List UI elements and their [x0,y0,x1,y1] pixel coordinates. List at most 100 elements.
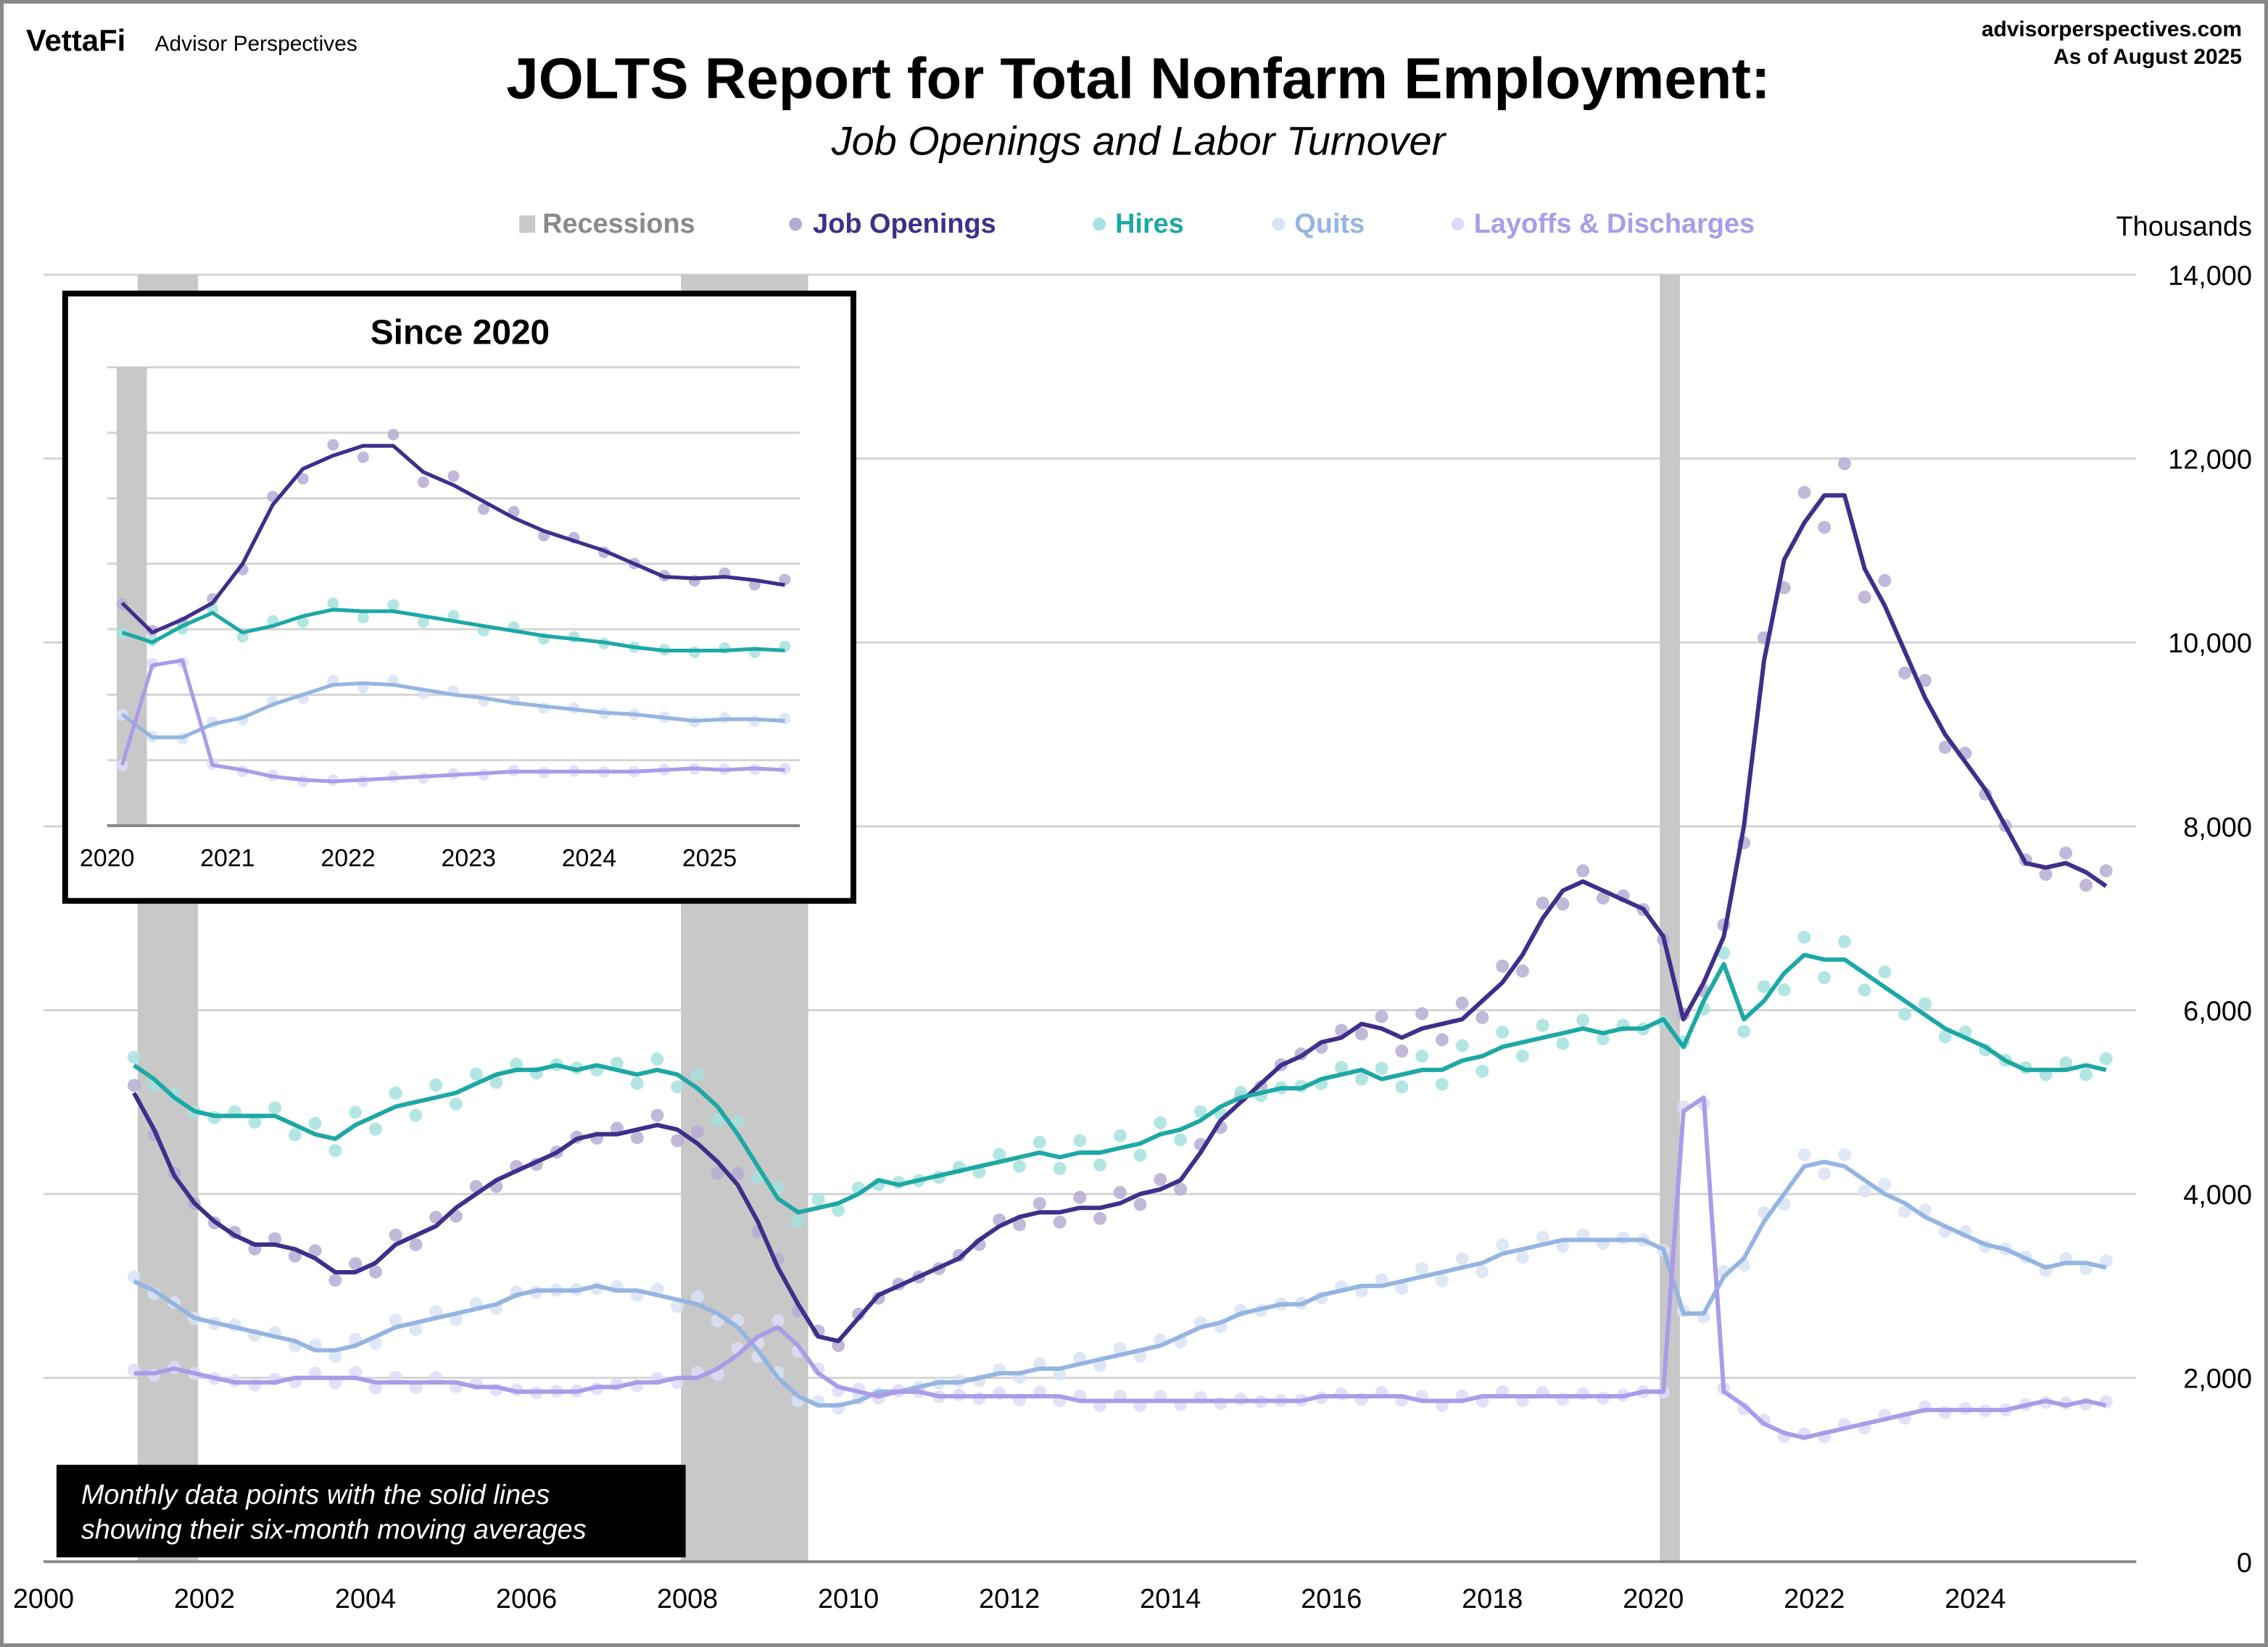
hires-data-point [349,1105,363,1119]
hires-data-point [1496,1025,1510,1039]
note-line-1: Monthly data points with the solid lines [81,1480,550,1511]
x-tick-label: 2008 [657,1584,718,1614]
quits-data-point [328,1349,342,1363]
job_openings-data-point [1174,1182,1188,1196]
x-tick-label: 2012 [979,1584,1040,1614]
job_openings-data-point [308,1244,322,1258]
hires-data-point [731,1115,745,1128]
hires-data-point [268,1101,282,1115]
hires-data-point [1154,1116,1167,1130]
y-tick-label: 0 [2237,1548,2252,1578]
job_openings-data-point [1395,1044,1409,1058]
quits-data-point [671,1300,684,1314]
x-tick-label: 2022 [1784,1584,1845,1614]
x-tick-label: 2014 [1140,1584,1201,1614]
job_openings-data-point [1596,891,1610,905]
hires-data-point [1455,1039,1469,1053]
hires-data-point [993,1148,1006,1161]
layoffs-data-point [1938,1406,1952,1419]
job_openings-data-point [1496,959,1510,973]
hires-data-point [1193,1105,1207,1119]
hires-data-point [389,1086,402,1100]
hires-data-point [811,1192,825,1206]
hires-data-point [630,1076,644,1090]
job_openings-data-point [671,1134,684,1148]
job_openings-data-point [1455,996,1469,1010]
x-tick-label: 2025 [682,845,737,872]
job_openings-data-point [1818,520,1832,534]
legend-layoffs: Layoffs & Discharges [1474,209,1755,239]
hires-data-point [2079,1068,2093,1082]
quits-data-point [1556,1240,1570,1253]
legend-layoffs-dot [1451,217,1465,231]
job_openings-data-point [1113,1186,1127,1200]
layoffs-data-point [349,1366,363,1380]
hires-data-point [417,616,429,628]
job_openings-data-point [1073,1190,1087,1204]
job_openings-data-point [389,1228,402,1242]
layoffs-moving-average-line [120,658,785,784]
hires-data-point [236,631,249,643]
job_openings-data-point [711,1166,724,1180]
hires-data-point [248,1115,262,1129]
job_openings-data-point [1536,896,1549,910]
hires-data-point [1073,1134,1087,1148]
hires-data-point [357,612,369,624]
hires-data-point [328,1144,342,1158]
quits-data-point [389,1314,402,1327]
hires-data-point [1757,980,1771,993]
hires-data-point [429,1078,443,1092]
quits-data-point [1496,1238,1510,1252]
job_openings-data-point [478,503,489,515]
job_openings-data-point [409,1238,423,1251]
legend-hires: Hires [1115,209,1184,239]
hires-data-point [1797,930,1811,944]
quits-data-point [1476,1265,1489,1279]
hires-data-point [711,1113,724,1127]
hires-data-point [1858,983,1871,997]
hires-data-point [1435,1077,1449,1091]
job_openings-data-point [1154,1173,1167,1187]
quits-data-point [2099,1254,2113,1268]
job_openings-data-point [1013,1218,1026,1232]
hires-data-point [308,1116,322,1130]
hires-data-point [1878,965,1892,979]
as-of-date: As of August 2025 [2053,45,2242,69]
hires-data-point [1174,1133,1188,1147]
hires-data-point [489,1076,503,1089]
job_openings-data-point [368,1265,382,1279]
quits-data-point [1415,1262,1429,1276]
x-tick-label: 2002 [174,1584,235,1614]
job_openings-data-point [1415,1007,1429,1021]
job_openings-data-point [1556,897,1570,911]
hires-data-point [449,1097,463,1111]
hires-data-point [1938,1030,1952,1044]
job_openings-data-point [1515,964,1529,978]
job_openings-data-point [1878,573,1892,587]
hires-data-point [1596,1032,1610,1046]
quits-moving-average-line [120,681,785,739]
hires-data-point [1898,1007,1912,1021]
job_openings-data-point [1858,590,1871,604]
hires-data-point [447,610,460,622]
quits-data-point [1878,1177,1892,1191]
job_openings-moving-average-line [132,493,2108,1343]
hires-data-point [1133,1148,1147,1162]
job_openings-data-point [297,473,309,485]
hires-data-point [1335,1061,1349,1074]
job_openings-data-point [2099,864,2113,878]
quits-moving-average-line [133,1159,2107,1408]
x-tick-label: 2020 [80,845,134,872]
y-tick-label: 12,000 [2168,445,2252,476]
hires-data-point [327,597,339,610]
job_openings-moving-average-line [120,444,785,635]
job_openings-data-point [1476,1011,1489,1024]
job_openings-data-point [1354,1027,1368,1041]
job_openings-data-point [1435,1033,1449,1047]
hires-data-point [671,1080,684,1094]
note-line-2: showing their six-month moving averages [81,1514,587,1545]
hires-data-point [368,1122,382,1136]
job_openings-data-point [650,1108,664,1122]
hires-data-point [1717,946,1731,960]
